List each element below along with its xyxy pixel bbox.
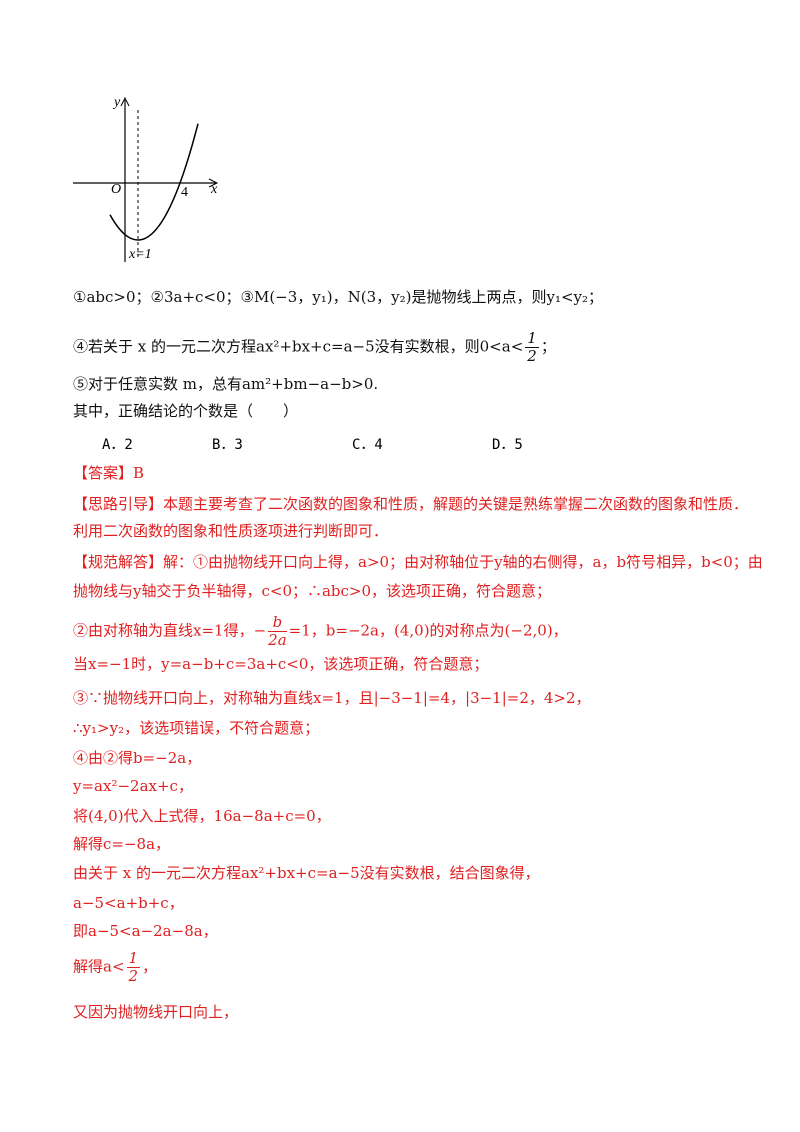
text: 解得c=−8a， xyxy=(73,835,171,853)
text: 将(4,0)代入上式得，16a−8a+c=0， xyxy=(73,807,331,825)
text: ∴y₁>y₂，该选项错误，不符合题意； xyxy=(73,719,320,737)
text-line: 解得c=−8a， xyxy=(73,834,170,854)
text-line: 【思路引导】本题主要考查了二次函数的图象和性质，解题的关键是熟练掌握二次函数的图… xyxy=(73,494,748,514)
text-line: 即a−5<a−2a−8a， xyxy=(73,921,218,941)
text: ； xyxy=(540,337,556,356)
text-line: a−5<a+b+c， xyxy=(73,893,184,913)
text: ②由对称轴为直线x=1得，− xyxy=(73,621,267,640)
text-line: 由关于 x 的一元二次方程ax²+bx+c=a−5没有实数根，结合图象得， xyxy=(73,863,540,883)
denominator: 2 xyxy=(527,347,537,365)
text-line: 将(4,0)代入上式得，16a−8a+c=0， xyxy=(73,806,331,826)
text: ⑤对于任意实数 m，总有am²+bm−a−b>0. xyxy=(73,375,379,393)
text: 利用二次函数的图象和性质逐项进行判断即可． xyxy=(73,522,389,540)
hint-label: 【思路引导】 xyxy=(73,495,164,513)
option: D．5 xyxy=(492,437,523,453)
tick-label: 4 xyxy=(181,185,188,200)
text: ①abc>0；②3a+c<0；③M(−3，y₁)，N(3，y₂)是抛物线上两点，… xyxy=(73,288,604,306)
arrow xyxy=(120,96,130,107)
text: ， xyxy=(142,957,158,976)
text: 即a−5<a−2a−8a， xyxy=(73,922,218,940)
text-line: 其中，正确结论的个数是（ ） xyxy=(73,401,298,421)
text-line: ③∵抛物线开口向上，对称轴为直线x=1，且|−3−1|=4，|3−1|=2，4>… xyxy=(73,688,591,708)
text-line: ⑤对于任意实数 m，总有am²+bm−a−b>0. xyxy=(73,374,378,394)
text-line: ④由②得b=−2a， xyxy=(73,748,201,768)
text: ④由②得b=−2a， xyxy=(73,749,202,767)
text: 解得a< xyxy=(73,957,125,976)
origin-label: O xyxy=(111,182,121,197)
text: 本题主要考查了二次函数的图象和性质，解题的关键是熟练掌握二次函数的图象和性质． xyxy=(163,495,749,513)
denominator: 2 xyxy=(128,967,139,985)
text: =1，b=−2a，(4,0)的对称点为(−2,0)， xyxy=(288,621,568,640)
text-line: ④若关于 x 的一元二次方程ax²+bx+c=a−5没有实数根，则0<a< 1 2； xyxy=(73,330,556,365)
text: 又因为抛物线开口向上， xyxy=(73,1003,239,1021)
solution-label: 【规范解答】 xyxy=(73,553,164,571)
text-line: ①abc>0；②3a+c<0；③M(−3，y₁)，N(3，y₂)是抛物线上两点，… xyxy=(73,287,603,307)
text-line: 解得a< 1 2， xyxy=(73,950,157,985)
numerator: 1 xyxy=(525,329,539,348)
text: a−5<a+b+c， xyxy=(73,894,184,912)
text: 其中，正确结论的个数是（ ） xyxy=(73,402,299,420)
text: 解：①由抛物线开口向上得，a>0；由对称轴位于y轴的右侧得，a，b符号相异，b<… xyxy=(163,553,763,571)
answer-value: B xyxy=(133,464,145,482)
arrow xyxy=(208,178,219,188)
text-line: 【答案】B xyxy=(73,463,144,483)
x-label: x xyxy=(210,182,218,197)
text: 当x=−1时，y=a−b+c=3a+c<0，该选项正确，符合题意； xyxy=(73,655,489,673)
option: B．3 xyxy=(212,437,243,453)
option: A．2 xyxy=(102,437,133,453)
text-line: ②由对称轴为直线x=1得，− b 2a =1，b=−2a，(4,0)的对称点为(−2,… xyxy=(73,614,568,649)
text-line: 当x=−1时，y=a−b+c=3a+c<0，该选项正确，符合题意； xyxy=(73,654,488,674)
text: ③∵抛物线开口向上，对称轴为直线x=1，且|−3−1|=4，|3−1|=2，4>… xyxy=(73,689,591,707)
denominator: 2a xyxy=(268,631,287,649)
answer-label: 【答案】 xyxy=(73,464,134,482)
text: ④若关于 x 的一元二次方程ax²+bx+c=a−5没有实数根，则0<a< xyxy=(73,337,524,356)
text: y=ax²−2ax+c， xyxy=(73,777,193,795)
fraction: b 2a xyxy=(268,614,287,649)
text-line: 【规范解答】解：①由抛物线开口向上得，a>0；由对称轴位于y轴的右侧得，a，b符… xyxy=(73,552,763,572)
text: 由关于 x 的一元二次方程ax²+bx+c=a−5没有实数根，结合图象得， xyxy=(73,864,540,882)
option: C．4 xyxy=(352,437,383,453)
text-line: 又因为抛物线开口向上， xyxy=(73,1002,238,1022)
numerator: 1 xyxy=(126,949,141,968)
axis-label: x=1 xyxy=(128,247,152,262)
text-line: ∴y₁>y₂，该选项错误，不符合题意； xyxy=(73,718,319,738)
text: 抛物线与y轴交于负半轴得，c<0；∴abc>0，该选项正确，符合题意； xyxy=(73,582,552,600)
y-label: y xyxy=(112,95,121,110)
figure: y O x 4 x=1 xyxy=(73,95,219,262)
text-line: y=ax²−2ax+c， xyxy=(73,776,193,796)
parabola xyxy=(109,123,199,241)
text-line: 抛物线与y轴交于负半轴得，c<0；∴abc>0，该选项正确，符合题意； xyxy=(73,581,551,601)
numerator: b xyxy=(268,614,287,632)
text-line: 利用二次函数的图象和性质逐项进行判断即可． xyxy=(73,521,388,541)
